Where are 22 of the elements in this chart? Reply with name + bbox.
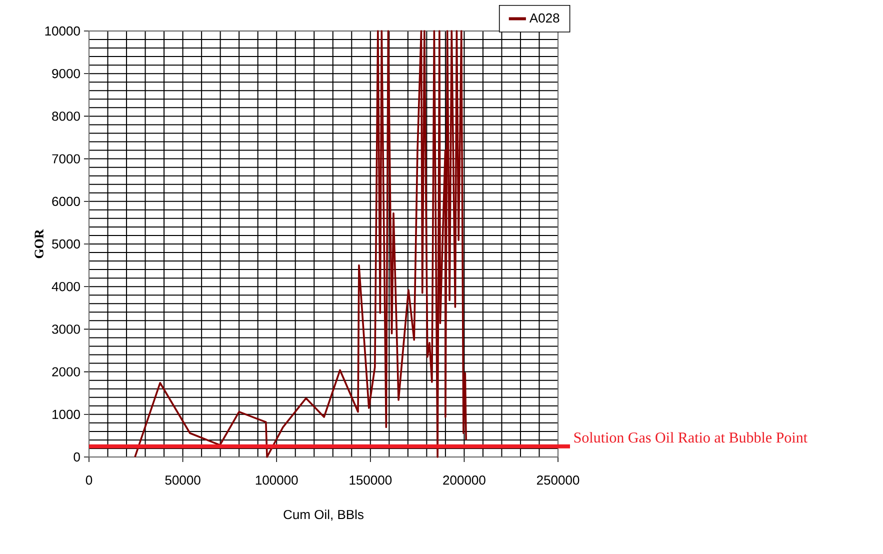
y-tick-label: 8000 [52, 112, 80, 121]
x-tick-label: 150000 [350, 476, 392, 485]
x-tick-label: 50000 [165, 476, 200, 485]
y-tick-label: 9000 [52, 68, 80, 78]
x-tick-label: 100000 [256, 476, 298, 485]
y-tick-label: 1000 [52, 410, 80, 419]
y-tick-label: 5000 [52, 239, 80, 249]
y-tick-label: 3000 [52, 324, 80, 334]
y-tick-label: 6000 [52, 196, 80, 206]
y-tick-label: 2000 [52, 367, 80, 376]
ref-line-label: Solution Gas Oil Ratio at Bubble Point [574, 432, 808, 443]
y-tick-label: 7000 [52, 154, 80, 164]
y-axis-title: GOR [34, 229, 44, 258]
x-tick-label: 0 [86, 476, 92, 485]
x-axis-title: Cum Oil, BBls [284, 510, 364, 521]
y-tick-label: 0 [74, 452, 80, 462]
x-tick-label: 250000 [536, 476, 580, 485]
y-tick-label: 4000 [52, 282, 80, 292]
y-tick-label: 10000 [45, 26, 80, 36]
x-tick-label: 200000 [443, 476, 486, 485]
line-series [134, 30, 467, 458]
legend-label: A028 [529, 13, 560, 23]
